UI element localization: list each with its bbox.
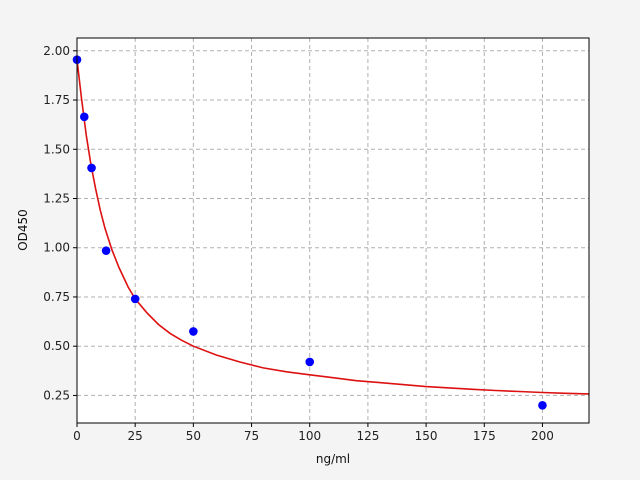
- y-tick-label: 2.00: [43, 44, 70, 58]
- y-tick-label: 0.75: [43, 290, 70, 304]
- series-layer: [72, 55, 590, 410]
- y-tick-label: 0.25: [43, 388, 70, 402]
- x-tick-label: 175: [473, 429, 496, 443]
- x-tick-label: 50: [186, 429, 201, 443]
- data-point: [538, 400, 547, 410]
- y-tick-label: 1.00: [43, 241, 70, 255]
- y-tick-label: 1.75: [43, 93, 70, 107]
- y-tick-label: 1.50: [43, 142, 70, 156]
- x-tick-label: 25: [128, 429, 143, 443]
- plot-area: [77, 38, 589, 423]
- grid: [76, 38, 589, 423]
- x-tick-label: 75: [244, 429, 259, 443]
- data-point: [189, 327, 198, 336]
- y-tick-label: 1.25: [43, 191, 70, 205]
- plot-frame: [76, 37, 590, 424]
- ticks: 0 25 50 75 100 125 150 175 200 0.25 0.50 0.75 1.00 1.…: [43, 44, 554, 443]
- data-point: [79, 112, 89, 122]
- data-point: [87, 163, 96, 173]
- y-tick-label: 0.50: [43, 339, 70, 353]
- x-axis-label: ng/ml: [316, 452, 350, 466]
- y-axis-label: OD450: [16, 209, 30, 251]
- data-point: [305, 357, 315, 367]
- x-tick-label: 150: [415, 429, 438, 443]
- data-point: [130, 294, 140, 304]
- fit-curve: [76, 59, 590, 395]
- x-tick-label: 200: [531, 429, 554, 443]
- x-tick-label: 0: [73, 429, 81, 443]
- data-point: [101, 246, 111, 255]
- x-tick-label: 100: [298, 429, 321, 443]
- x-tick-label: 125: [356, 429, 379, 443]
